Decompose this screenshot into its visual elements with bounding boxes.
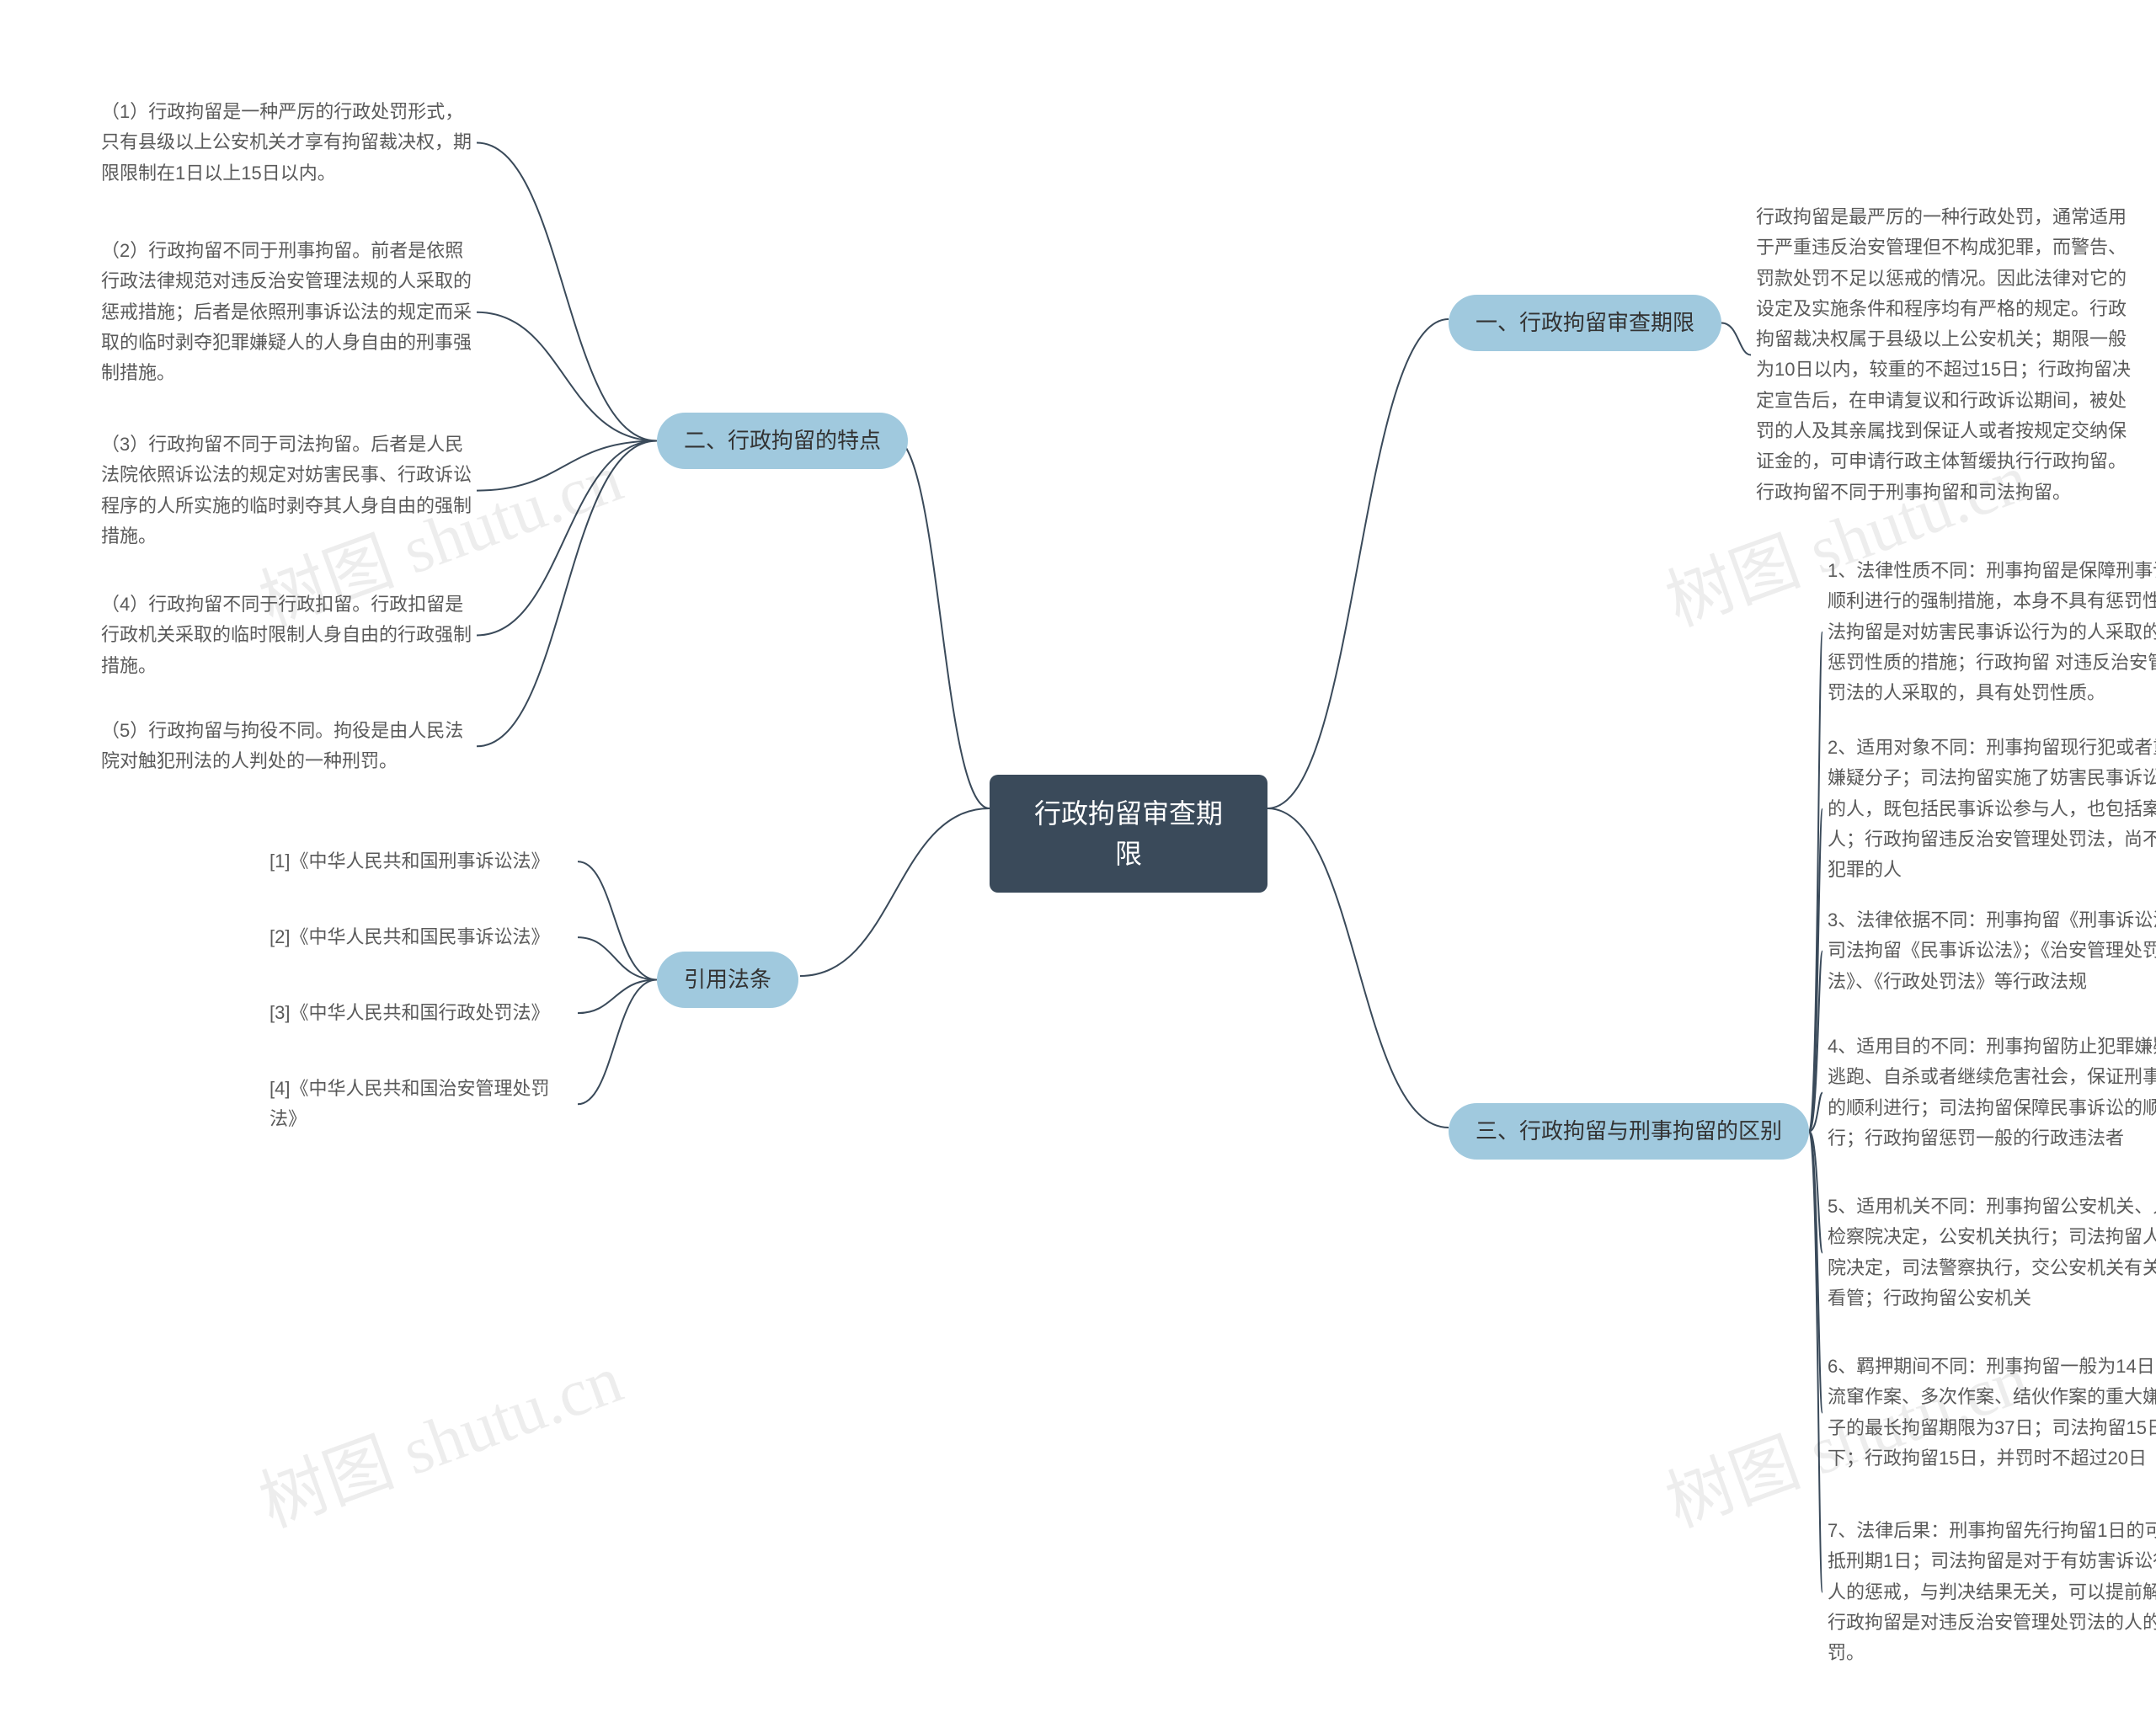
branch-node: 引用法条	[657, 952, 798, 1008]
leaf-node: （2）行政拘留不同于刑事拘留。前者是依照行政法律规范对违反治安管理法规的人采取的…	[101, 236, 472, 388]
leaf-node: [4]《中华人民共和国治安管理处罚法》	[270, 1074, 573, 1135]
branch-node: 三、行政拘留与刑事拘留的区别	[1449, 1103, 1809, 1160]
leaf-node: 7、法律后果：刑事拘留先行拘留1日的可以折抵刑期1日；司法拘留是对于有妨害诉讼行…	[1828, 1516, 2156, 1668]
leaf-node: （5）行政拘留与拘役不同。拘役是由人民法院对触犯刑法的人判处的一种刑罚。	[101, 716, 472, 777]
leaf-node: [1]《中华人民共和国刑事诉讼法》	[270, 846, 573, 877]
leaf-node: 2、适用对象不同：刑事拘留现行犯或者重大嫌疑分子；司法拘留实施了妨害民事诉讼行为…	[1828, 733, 2156, 885]
leaf-node: （1）行政拘留是一种严厉的行政处罚形式，只有县级以上公安机关才享有拘留裁决权，期…	[101, 97, 472, 189]
leaf-node: [3]《中华人民共和国行政处罚法》	[270, 998, 573, 1028]
mindmap-canvas: 树图 shutu.cn树图 shutu.cn树图 shutu.cn树图 shut…	[0, 0, 2156, 1717]
root-node: 行政拘留审查期限	[990, 775, 1267, 893]
leaf-node: 6、羁押期间不同：刑事拘留一般为14日，对流窜作案、多次作案、结伙作案的重大嫌疑…	[1828, 1352, 2156, 1474]
leaf-node: 5、适用机关不同：刑事拘留公安机关、人民检察院决定，公安机关执行；司法拘留人民法…	[1828, 1192, 2156, 1314]
branch-node: 二、行政拘留的特点	[657, 413, 908, 469]
leaf-node: （4）行政拘留不同于行政扣留。行政扣留是行政机关采取的临时限制人身自由的行政强制…	[101, 589, 472, 681]
leaf-node: 3、法律依据不同：刑事拘留《刑事诉讼法》；司法拘留《民事诉讼法》；《治安管理处罚…	[1828, 905, 2156, 997]
branch-node: 一、行政拘留审查期限	[1449, 295, 1721, 351]
leaf-node: 4、适用目的不同：刑事拘留防止犯罪嫌疑人逃跑、自杀或者继续危害社会，保证刑事诉讼…	[1828, 1032, 2156, 1154]
leaf-node: 行政拘留是最严厉的一种行政处罚，通常适用于严重违反治安管理但不构成犯罪，而警告、…	[1756, 202, 2135, 508]
leaf-node: [2]《中华人民共和国民事诉讼法》	[270, 922, 573, 952]
leaf-node: 1、法律性质不同：刑事拘留是保障刑事诉讼顺利进行的强制措施，本身不具有惩罚性；司…	[1828, 556, 2156, 708]
watermark: 树图 shutu.cn	[244, 1325, 632, 1546]
leaf-node: （3）行政拘留不同于司法拘留。后者是人民法院依照诉讼法的规定对妨害民事、行政诉讼…	[101, 429, 472, 552]
